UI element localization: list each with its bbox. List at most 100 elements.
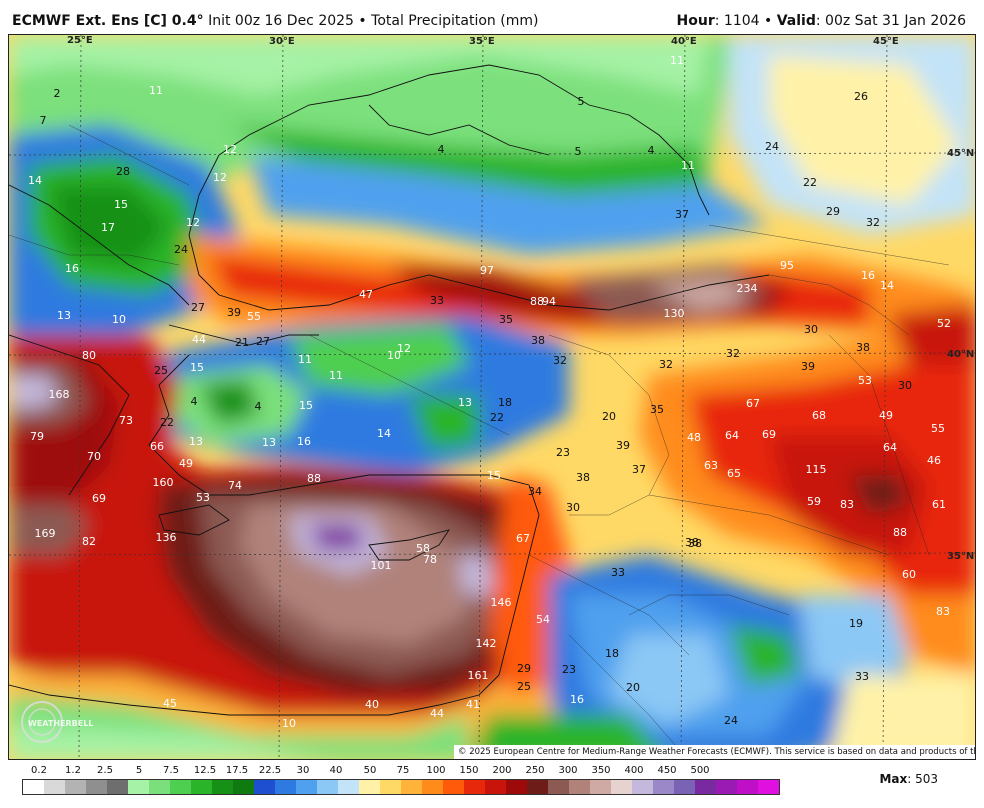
precip-value-label: 38 bbox=[531, 334, 545, 347]
legend-swatch bbox=[380, 780, 401, 794]
legend-swatch bbox=[317, 780, 338, 794]
precip-value-label: 146 bbox=[491, 596, 512, 609]
max-label: Max bbox=[879, 772, 908, 786]
precip-value-label: 88 bbox=[893, 526, 907, 539]
legend-swatch bbox=[737, 780, 758, 794]
legend-tick-label: 12.5 bbox=[193, 765, 217, 776]
precip-value-label: 16 bbox=[570, 693, 584, 706]
legend-tick-label: 150 bbox=[459, 765, 479, 776]
precip-value-label: 88 bbox=[530, 295, 544, 308]
precip-value-label: 14 bbox=[880, 279, 894, 292]
precip-value-label: 30 bbox=[804, 323, 818, 336]
valid-time: Hour: 1104 • Valid: 00z Sat 31 Jan 2026 bbox=[677, 13, 966, 29]
valid-label: Valid bbox=[776, 13, 816, 29]
precip-value-label: 35 bbox=[499, 313, 513, 326]
precip-value-label: 11 bbox=[329, 369, 343, 382]
precip-value-label: 49 bbox=[179, 457, 193, 470]
precip-value-label: 19 bbox=[849, 617, 863, 630]
precip-value-label: 168 bbox=[49, 388, 70, 401]
precip-value-label: 38 bbox=[856, 341, 870, 354]
precip-value-label: 12 bbox=[397, 342, 411, 355]
legend-swatch bbox=[464, 780, 485, 794]
legend-tick-label: 250 bbox=[525, 765, 545, 776]
precip-value-label: 33 bbox=[855, 670, 869, 683]
precip-value-label: 65 bbox=[727, 467, 741, 480]
precip-value-label: 2 bbox=[54, 87, 61, 100]
weatherbell-logo: WEATHERBELL bbox=[16, 700, 98, 744]
precip-value-label: 14 bbox=[28, 174, 42, 187]
legend-swatch bbox=[569, 780, 590, 794]
precip-value-label: 68 bbox=[812, 409, 826, 422]
precip-value-label: 13 bbox=[262, 436, 276, 449]
precip-value-label: 4 bbox=[648, 144, 655, 157]
precip-value-label: 38 bbox=[685, 536, 699, 549]
legend-swatch bbox=[44, 780, 65, 794]
precip-value-label: 27 bbox=[191, 301, 205, 314]
max-number: : 503 bbox=[907, 772, 938, 786]
precip-value-label: 13 bbox=[57, 309, 71, 322]
max-value: Max: 503 bbox=[879, 772, 938, 786]
legend-swatch bbox=[653, 780, 674, 794]
valid-separator: • bbox=[759, 13, 777, 29]
precip-value-label: 32 bbox=[726, 347, 740, 360]
precip-value-label: 20 bbox=[602, 410, 616, 423]
legend-tick-label: 40 bbox=[329, 765, 343, 776]
lon-label: 35°E bbox=[469, 36, 495, 47]
legend-tick-label: 400 bbox=[624, 765, 644, 776]
valid-value: : 00z Sat 31 Jan 2026 bbox=[815, 13, 966, 29]
precip-value-label: 22 bbox=[490, 411, 504, 424]
legend-swatch bbox=[716, 780, 737, 794]
legend-swatch bbox=[758, 780, 779, 794]
precip-value-label: 169 bbox=[35, 527, 56, 540]
precip-value-label: 24 bbox=[765, 140, 779, 153]
precip-value-label: 130 bbox=[664, 307, 685, 320]
graticule-labels: 25°E 30°E 35°E 40°E 45°E 45°N 40°N 35°N bbox=[67, 35, 974, 562]
coastlines bbox=[9, 64, 770, 716]
precip-value-label: 16 bbox=[297, 435, 311, 448]
precip-value-label: 38 bbox=[576, 471, 590, 484]
precip-value-label: 21 bbox=[235, 336, 249, 349]
precip-value-label: 88 bbox=[307, 472, 321, 485]
precip-value-label: 18 bbox=[498, 396, 512, 409]
copyright-notice: © 2025 European Centre for Medium-Range … bbox=[454, 745, 975, 759]
precip-value-label: 97 bbox=[480, 264, 494, 277]
precip-value-label: 4 bbox=[255, 400, 262, 413]
precip-value-label: 55 bbox=[931, 422, 945, 435]
precip-value-label: 15 bbox=[487, 469, 501, 482]
precip-value-label: 29 bbox=[826, 205, 840, 218]
precip-value-label: 16 bbox=[65, 262, 79, 275]
precip-value-label: 115 bbox=[806, 463, 827, 476]
legend-tick-label: 75 bbox=[396, 765, 410, 776]
legend-tick-label: 0.2 bbox=[31, 765, 47, 776]
precip-value-label: 13 bbox=[458, 396, 472, 409]
svg-text:WEATHERBELL: WEATHERBELL bbox=[28, 719, 93, 728]
precip-value-label: 23 bbox=[556, 446, 570, 459]
legend-swatch bbox=[695, 780, 716, 794]
lon-label: 30°E bbox=[269, 36, 295, 47]
legend-swatch bbox=[23, 780, 44, 794]
legend-swatch bbox=[443, 780, 464, 794]
legend-tick-label: 30 bbox=[296, 765, 310, 776]
precip-value-label: 55 bbox=[247, 310, 261, 323]
precip-value-label: 58 bbox=[416, 542, 430, 555]
precip-value-label: 74 bbox=[228, 479, 242, 492]
precip-value-label: 44 bbox=[192, 333, 206, 346]
legend-ticks: 0.2 1.2 2.5 5 7.5 12.5 17.5 22.5 30 40 50 75 100 150 2… bbox=[20, 764, 720, 778]
precip-value-label: 32 bbox=[553, 354, 567, 367]
precip-value-label: 82 bbox=[82, 535, 96, 548]
precip-value-label: 67 bbox=[746, 397, 760, 410]
precip-value-label: 11 bbox=[149, 84, 163, 97]
legend-swatch bbox=[254, 780, 275, 794]
precip-value-label: 64 bbox=[725, 429, 739, 442]
precip-value-label: 95 bbox=[780, 259, 794, 272]
precip-value-label: 37 bbox=[632, 463, 646, 476]
degree-symbol: ° bbox=[196, 13, 204, 29]
legend-swatch bbox=[275, 780, 296, 794]
precipitation-map: 25°E 30°E 35°E 40°E 45°E 45°N 40°N 35°N … bbox=[8, 34, 976, 760]
precip-value-label: 45 bbox=[163, 697, 177, 710]
legend-tick-label: 22.5 bbox=[258, 765, 282, 776]
precip-value-label: 234 bbox=[737, 282, 758, 295]
precip-value-label: 10 bbox=[387, 349, 401, 362]
precip-value-label: 70 bbox=[87, 450, 101, 463]
